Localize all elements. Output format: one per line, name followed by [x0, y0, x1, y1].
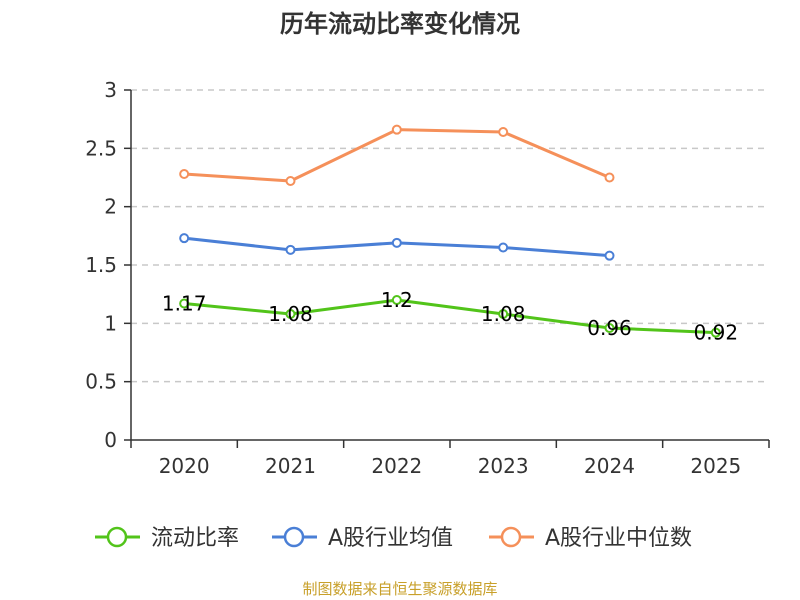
data-point — [604, 323, 615, 333]
data-point — [498, 309, 509, 319]
data-label: 0.96 — [587, 316, 632, 340]
legend-label: 流动比率 — [151, 526, 239, 551]
x-tick-label: 2025 — [690, 454, 741, 478]
series-group — [179, 124, 721, 338]
data-point — [604, 172, 615, 183]
data-point — [285, 176, 296, 186]
x-tick-label: 2024 — [584, 454, 635, 478]
y-tick-label: 1.5 — [85, 253, 117, 277]
data-point — [285, 244, 296, 255]
grid-lines — [131, 89, 769, 383]
legend-label: A股行业均值 — [328, 526, 453, 551]
legend-marker — [106, 526, 128, 548]
data-label: 1.08 — [481, 302, 526, 326]
y-tick-label: 2 — [104, 195, 117, 219]
series-line — [184, 128, 611, 183]
data-point — [498, 242, 509, 253]
y-tick-label: 0 — [104, 428, 117, 452]
y-tick-label: 0.5 — [85, 370, 117, 394]
chart-title: 历年流动比率变化情况 — [280, 10, 520, 38]
data-point — [391, 295, 402, 305]
legend-marker — [500, 526, 522, 548]
legend-label: A股行业中位数 — [545, 526, 692, 551]
data-point — [391, 237, 402, 248]
y-tick-label: 2.5 — [85, 136, 117, 160]
data-label: 1.08 — [268, 302, 313, 326]
series-line — [184, 298, 716, 335]
data-label: 1.2 — [381, 288, 413, 312]
data-point — [710, 327, 721, 338]
y-tick-label: 1 — [104, 311, 117, 335]
data-point — [285, 309, 296, 319]
x-tick-label: 2021 — [265, 454, 316, 478]
data-point — [498, 127, 509, 137]
legend: 流动比率 A股行业均值 A股行业中位数 — [95, 526, 692, 551]
data-label: 0.92 — [694, 321, 739, 345]
data-labels: 1.17 1.08 1.2 1.08 0.96 0.92 — [162, 288, 738, 345]
axes: 0 0.5 1 1.5 2 2.5 3 2020 2021 2022 2023 2024 2025 — [85, 78, 770, 478]
x-tick-label: 2020 — [159, 454, 210, 478]
x-tick-label: 2022 — [371, 454, 422, 478]
source-note: 制图数据来自恒生聚源数据库 — [302, 580, 497, 598]
data-point — [391, 124, 402, 135]
data-point — [179, 298, 190, 309]
data-label: 1.17 — [162, 292, 207, 316]
y-tick-label: 3 — [104, 78, 117, 102]
data-point — [179, 169, 190, 179]
legend-marker — [283, 526, 305, 548]
x-tick-label: 2023 — [478, 454, 529, 478]
data-point — [179, 233, 190, 244]
data-point — [604, 250, 615, 261]
